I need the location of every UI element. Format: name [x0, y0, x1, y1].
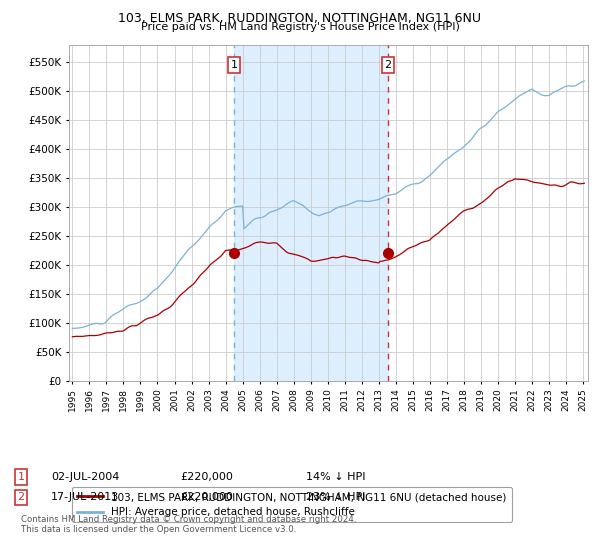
Text: 1: 1: [230, 60, 238, 70]
Text: Contains HM Land Registry data © Crown copyright and database right 2024.: Contains HM Land Registry data © Crown c…: [21, 515, 356, 524]
Text: £220,000: £220,000: [180, 472, 233, 482]
Text: 14% ↓ HPI: 14% ↓ HPI: [306, 472, 365, 482]
Text: 2: 2: [17, 492, 25, 502]
Text: 103, ELMS PARK, RUDDINGTON, NOTTINGHAM, NG11 6NU: 103, ELMS PARK, RUDDINGTON, NOTTINGHAM, …: [119, 12, 482, 25]
Text: 17-JUL-2013: 17-JUL-2013: [51, 492, 119, 502]
Text: This data is licensed under the Open Government Licence v3.0.: This data is licensed under the Open Gov…: [21, 525, 296, 534]
Text: 2: 2: [385, 60, 391, 70]
Text: 1: 1: [17, 472, 25, 482]
Text: £220,000: £220,000: [180, 492, 233, 502]
Text: Price paid vs. HM Land Registry's House Price Index (HPI): Price paid vs. HM Land Registry's House …: [140, 22, 460, 32]
Bar: [234, 45, 388, 381]
Text: 02-JUL-2004: 02-JUL-2004: [51, 472, 119, 482]
Legend: 103, ELMS PARK, RUDDINGTON, NOTTINGHAM, NG11 6NU (detached house), HPI: Average : 103, ELMS PARK, RUDDINGTON, NOTTINGHAM, …: [71, 487, 512, 522]
Text: 23% ↓ HPI: 23% ↓ HPI: [306, 492, 365, 502]
